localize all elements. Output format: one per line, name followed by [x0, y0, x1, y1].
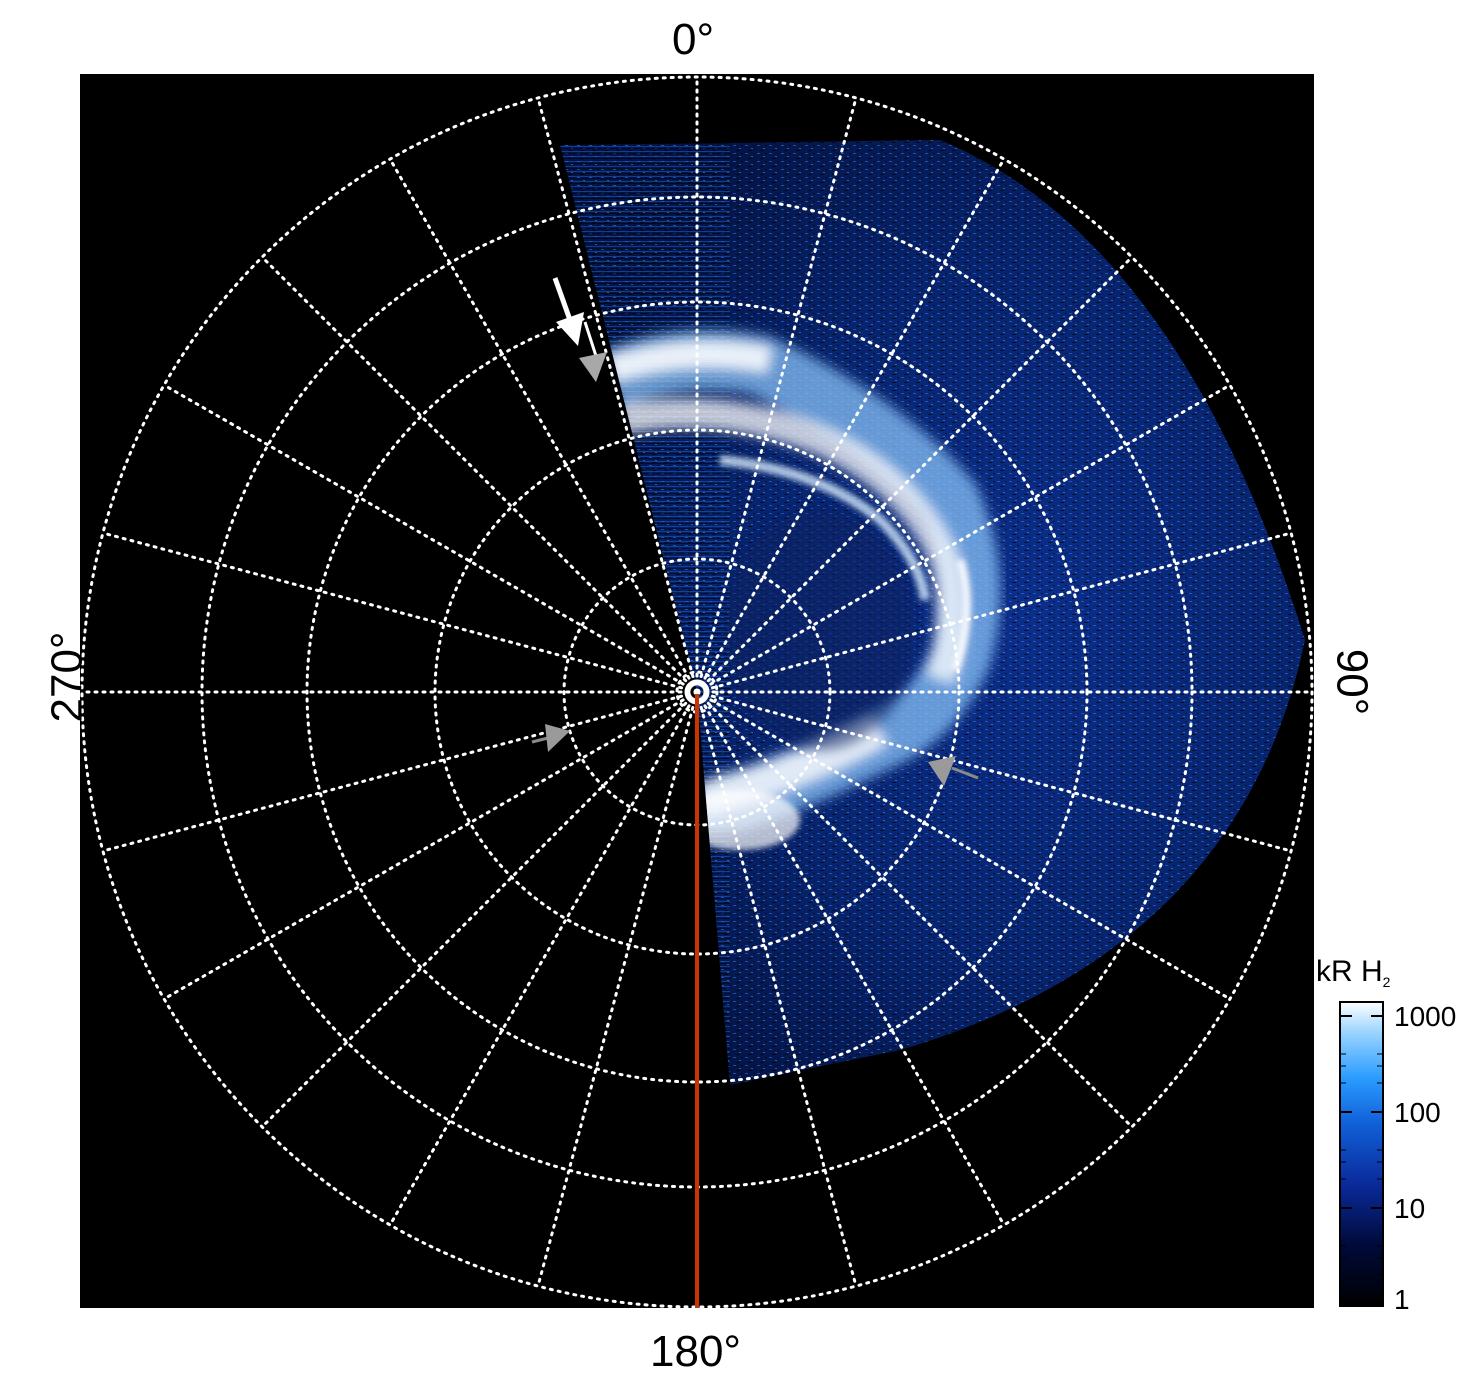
- angle-label-right: 90°: [1327, 648, 1377, 716]
- angle-label-bottom: 180°: [650, 1327, 742, 1376]
- colorbar-tick-label: 10: [1394, 1193, 1426, 1224]
- annotation-arrow-white: [552, 277, 584, 346]
- colorbar-title-text: kR H: [1316, 955, 1383, 988]
- colorbar-tick-label: 1: [1394, 1284, 1410, 1315]
- colorbar-title-subscript: 2: [1382, 974, 1391, 990]
- colorbar: [1339, 1001, 1384, 1307]
- annotation-arrow-gray-lower: [928, 756, 979, 786]
- annotation-arrow-gray-upper: [579, 321, 607, 382]
- angle-label-left: 270°: [42, 631, 92, 723]
- colorbar-title: kR H2: [1316, 955, 1391, 990]
- colorbar-tick-label: 100: [1394, 1097, 1441, 1128]
- angle-label-top: 0°: [672, 15, 715, 64]
- longitude-grid: [80, 75, 1314, 1308]
- annotation-arrow-gray-left: [531, 724, 570, 752]
- colorbar-tick-label: 1000: [1394, 1001, 1457, 1032]
